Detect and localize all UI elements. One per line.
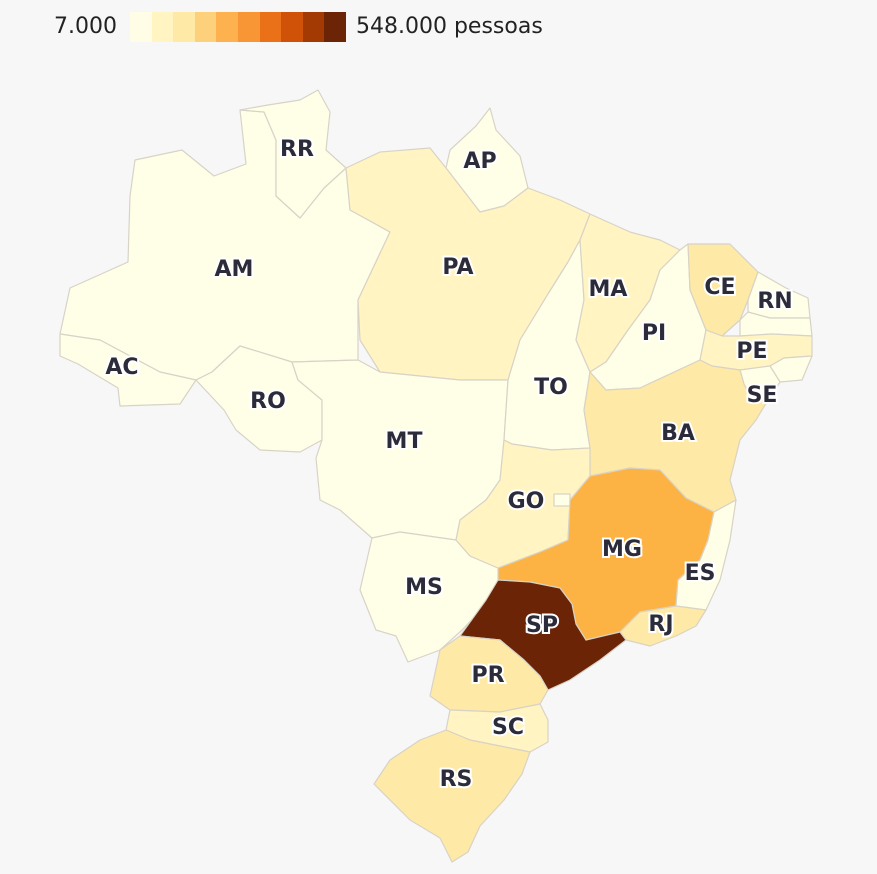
state-label-go: GO	[508, 489, 545, 514]
state-label-ce: CE	[704, 275, 735, 300]
legend-swatch-7	[281, 12, 303, 42]
legend-swatch-8	[302, 12, 325, 42]
state-label-sc: SC	[492, 715, 524, 740]
state-label-mt: MT	[386, 429, 423, 454]
state-label-ap: AP	[463, 149, 496, 174]
state-label-ba: BA	[661, 421, 695, 446]
labels-layer: AM RR AP PA AC RO MT MS TO MA PI CE RN PE SE BA GO MG ES RJ…	[103, 135, 794, 794]
legend-swatch-1	[151, 12, 174, 42]
state-am[interactable]	[59, 109, 391, 381]
state-label-pa: PA	[442, 255, 473, 280]
state-label-pi: PI	[642, 321, 666, 346]
state-label-ma: MA	[589, 277, 628, 302]
state-df[interactable]	[553, 493, 571, 507]
state-label-sp: SP	[526, 613, 558, 638]
legend: 7.000 548.000 pessoas	[0, 0, 877, 56]
state-ac[interactable]	[59, 333, 197, 407]
state-label-ro: RO	[250, 389, 286, 414]
state-label-rj: RJ	[648, 612, 673, 637]
state-label-es: ES	[685, 561, 716, 586]
state-label-ac: AC	[105, 355, 138, 380]
state-label-pr: PR	[471, 663, 504, 688]
legend-swatch-0	[130, 12, 152, 42]
legend-max-label: 548.000 pessoas	[356, 14, 543, 39]
state-label-rr: RR	[280, 137, 314, 162]
state-rs[interactable]	[373, 729, 531, 863]
legend-swatch-9	[324, 12, 346, 42]
legend-color-ramp	[130, 12, 346, 42]
state-label-ms: MS	[405, 575, 443, 600]
state-label-pe: PE	[736, 339, 767, 364]
state-label-rn: RN	[757, 289, 792, 314]
state-label-se: SE	[747, 383, 778, 408]
state-label-am: AM	[215, 257, 254, 282]
legend-swatch-3	[194, 12, 217, 42]
state-label-mg: MG	[602, 537, 642, 562]
legend-swatch-5	[237, 12, 260, 42]
legend-swatch-4	[216, 12, 238, 42]
state-label-to: TO	[534, 375, 568, 400]
states-layer	[59, 89, 813, 863]
legend-min-label: 7.000	[54, 14, 117, 39]
legend-swatch-6	[259, 12, 282, 42]
state-label-rs: RS	[440, 767, 473, 792]
legend-swatch-2	[173, 12, 195, 42]
